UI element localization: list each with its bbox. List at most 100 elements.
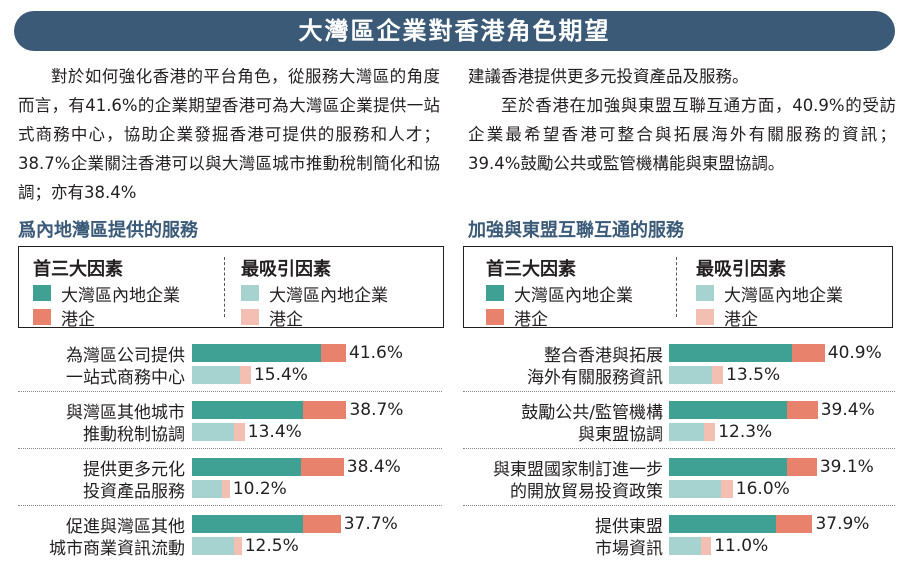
value-label: 13.5%: [726, 365, 781, 385]
category-label: 一站式商務中心: [66, 368, 185, 388]
intro-left-paragraph: 對於如何強化香港的平台角色，從服務大灣區的角度而言，有41.6%的企業期望香港可…: [18, 67, 440, 202]
bar-most: [233, 537, 242, 555]
row-separator: [18, 448, 442, 449]
value-label: 37.9%: [815, 514, 870, 534]
category-label: 與東盟協調: [578, 425, 663, 445]
value-label: 38.4%: [346, 457, 401, 477]
category-label: 投資產品服務: [83, 482, 185, 502]
category-label: 提供更多元化: [83, 460, 185, 480]
bar-most: [669, 366, 713, 384]
bar-most: [669, 480, 721, 498]
bar-most: [704, 423, 716, 441]
value-label: 12.5%: [244, 536, 299, 556]
category-label: 提供東盟: [595, 517, 663, 537]
category-label: 與灣區其他城市: [66, 403, 185, 423]
intro-left: 對於如何強化香港的平台角色，從服務大灣區的角度而言，有41.6%的企業期望香港可…: [18, 62, 440, 207]
legend-col-most: 最吸引因素 大灣區內地企業 港企: [241, 255, 388, 330]
chart-title-asean: 加強與東盟互聯互通的服務: [468, 220, 684, 241]
legend-asean: 首三大因素 大灣區內地企業 港企 最吸引因素 大灣區內地企業 港企: [463, 246, 893, 330]
legend-heading: 最吸引因素: [241, 259, 331, 280]
legend-item: 大灣區內地企業: [33, 281, 180, 306]
bar-most: [712, 366, 724, 384]
category-label: 海外有關服務資訊: [527, 368, 663, 388]
category-label: 的開放貿易投資政策: [510, 482, 663, 502]
legend-label: 大灣區內地企業: [61, 285, 180, 306]
bar-top3: [669, 515, 777, 533]
value-label: 38.7%: [349, 400, 404, 420]
bar-top3: [321, 344, 346, 362]
bar-most: [239, 366, 251, 384]
bar-top3: [302, 401, 347, 419]
legend-item: 港企: [33, 305, 180, 330]
legend-swatch: [696, 285, 714, 301]
bar-top3: [786, 401, 818, 419]
row-separator: [463, 505, 895, 506]
bar-most: [233, 423, 245, 441]
legend-heading: 首三大因素: [33, 259, 123, 280]
legend-swatch: [33, 285, 51, 301]
category-label: 促進與灣區其他: [66, 517, 185, 537]
legend-gba: 首三大因素 大灣區內地企業 港企 最吸引因素 大灣區內地企業 港企: [18, 246, 444, 330]
bar-most: [192, 537, 234, 555]
chart-asean: 整合香港與拓展 海外有關服務資訊 40.9% 13.5% 鼓勵公共/監管機構 與東盟協調 3…: [463, 336, 895, 566]
row-separator: [463, 391, 895, 392]
legend-col-most: 最吸引因素 大灣區內地企業 港企: [696, 255, 843, 330]
value-label: 13.4%: [247, 422, 302, 442]
legend-divider: [224, 257, 225, 317]
legend-swatch: [486, 285, 504, 301]
value-label: 11.0%: [714, 536, 769, 556]
bar-top3: [669, 458, 787, 476]
category-label: 鼓勵公共/監管機構: [521, 403, 663, 423]
bar-top3: [669, 401, 787, 419]
legend-label: 大灣區內地企業: [514, 285, 633, 306]
bar-top3: [192, 458, 301, 476]
bar-most: [192, 480, 222, 498]
bar-most: [701, 537, 712, 555]
chart-title-gba: 爲內地灣區提供的服務: [18, 220, 198, 241]
bar-top3: [302, 515, 341, 533]
value-label: 37.7%: [343, 514, 398, 534]
category-label: 推動稅制協調: [83, 425, 185, 445]
legend-swatch: [696, 309, 714, 325]
bar-top3: [776, 515, 813, 533]
bar-most: [192, 366, 240, 384]
legend-label: 港企: [724, 309, 758, 330]
value-label: 41.6%: [349, 343, 404, 363]
value-label: 12.3%: [718, 422, 773, 442]
legend-col-top3: 首三大因素 大灣區內地企業 港企: [486, 255, 633, 330]
legend-item: 港企: [241, 305, 388, 330]
category-label: 整合香港與拓展: [544, 346, 663, 366]
legend-item: 大灣區內地企業: [696, 281, 843, 306]
legend-label: 大灣區內地企業: [269, 285, 388, 306]
legend-swatch: [241, 309, 259, 325]
legend-label: 港企: [269, 309, 303, 330]
row-separator: [18, 505, 442, 506]
row-separator: [463, 448, 895, 449]
legend-item: 大灣區內地企業: [486, 281, 633, 306]
page-title: 大灣區企業對香港角色期望: [14, 11, 895, 51]
bar-top3: [192, 344, 322, 362]
chart-gba: 為灣區公司提供 一站式商務中心 41.6% 15.4% 與灣區其他城市 推動稅制協調 38.…: [18, 336, 442, 566]
value-label: 39.4%: [820, 400, 875, 420]
bar-most: [720, 480, 733, 498]
value-label: 15.4%: [253, 365, 308, 385]
bar-top3: [192, 401, 303, 419]
category-label: 市場資訊: [595, 539, 663, 559]
bar-most: [669, 423, 705, 441]
legend-divider: [676, 257, 677, 317]
legend-col-top3: 首三大因素 大灣區內地企業 港企: [33, 255, 180, 330]
value-label: 10.2%: [232, 479, 287, 499]
legend-label: 大灣區內地企業: [724, 285, 843, 306]
legend-label: 港企: [514, 309, 548, 330]
legend-heading: 最吸引因素: [696, 259, 786, 280]
legend-swatch: [241, 285, 259, 301]
value-label: 16.0%: [735, 479, 790, 499]
bar-most: [221, 480, 230, 498]
legend-item: 大灣區內地企業: [241, 281, 388, 306]
legend-label: 港企: [61, 309, 95, 330]
legend-item: 港企: [696, 305, 843, 330]
intro-right-paragraph-2: 至於香港在加強與東盟互聯互通方面，40.9%的受訪企業最希望香港可整合與拓展海外…: [468, 96, 896, 173]
intro-right-paragraph-1: 建議香港提供更多元投資產品及服務。: [468, 67, 749, 86]
bar-top3: [300, 458, 344, 476]
bar-top3: [786, 458, 817, 476]
